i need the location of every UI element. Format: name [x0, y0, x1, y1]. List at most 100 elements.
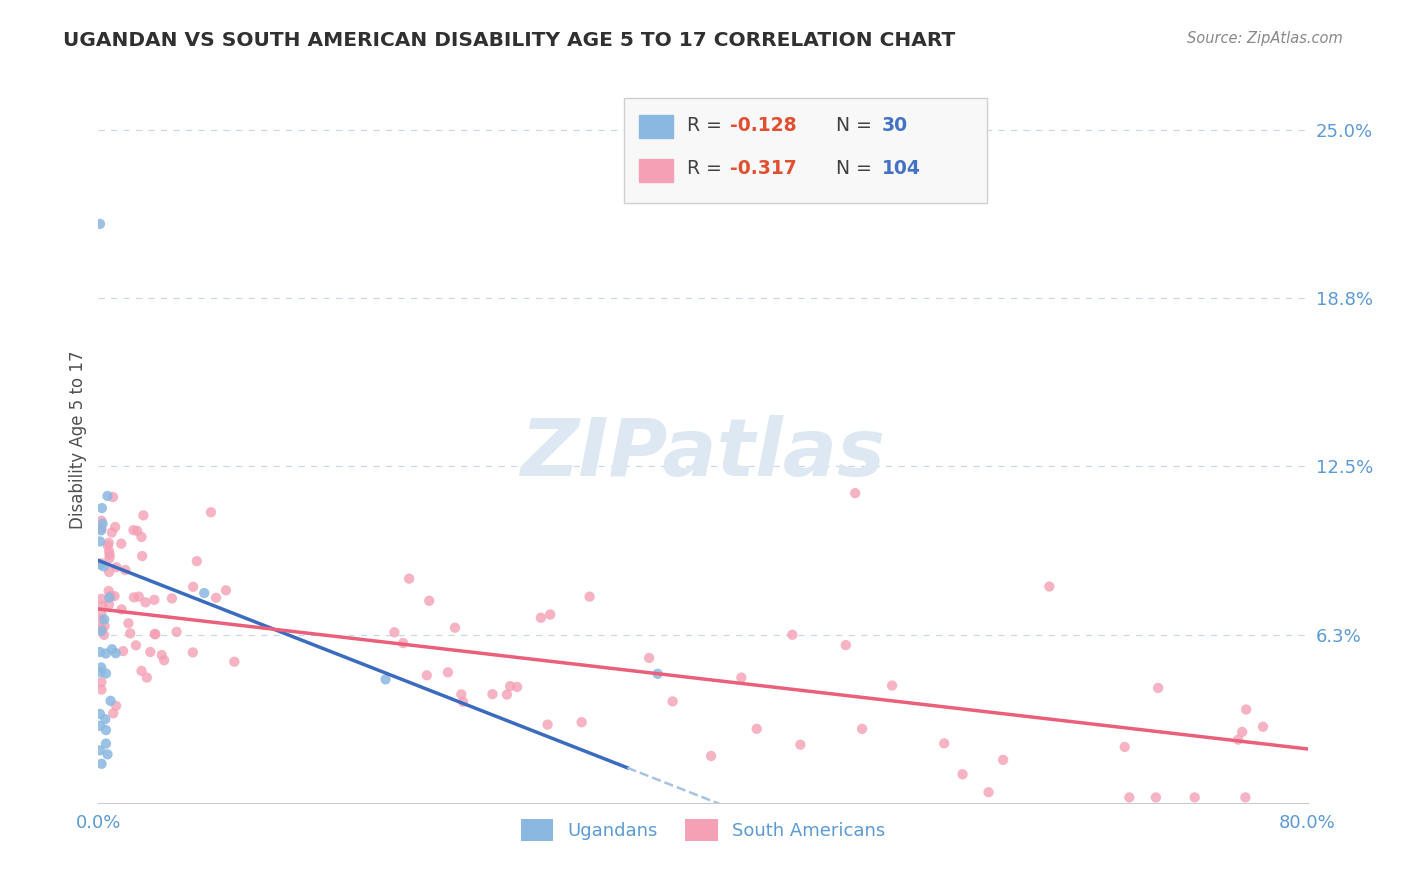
South Americans	[131, 549, 153, 563]
South Americans	[450, 687, 472, 701]
South Americans	[1251, 720, 1274, 734]
Ugandans	[94, 666, 117, 681]
South Americans	[97, 584, 120, 599]
South Americans	[782, 628, 804, 642]
South Americans	[224, 655, 246, 669]
South Americans	[416, 668, 439, 682]
South Americans	[97, 536, 120, 550]
South Americans	[700, 749, 723, 764]
South Americans	[536, 717, 558, 731]
South Americans	[143, 592, 166, 607]
South Americans	[1234, 790, 1257, 805]
South Americans	[98, 598, 121, 612]
South Americans	[166, 624, 188, 639]
Ugandans	[94, 647, 117, 661]
South Americans	[538, 607, 561, 622]
South Americans	[90, 675, 112, 690]
South Americans	[789, 738, 811, 752]
South Americans	[186, 554, 208, 568]
South Americans	[98, 548, 121, 562]
Ugandans	[374, 673, 396, 687]
South Americans	[90, 606, 112, 620]
Bar	[638, 115, 673, 138]
South Americans	[150, 648, 173, 662]
Ugandans	[89, 645, 111, 659]
Text: N =: N =	[837, 160, 877, 178]
Ugandans	[94, 712, 117, 726]
South Americans	[135, 671, 157, 685]
Ugandans	[89, 558, 111, 572]
South Americans	[127, 524, 149, 538]
Legend: Ugandans, South Americans: Ugandans, South Americans	[513, 812, 893, 848]
South Americans	[661, 694, 683, 708]
South Americans	[103, 706, 125, 721]
South Americans	[98, 551, 121, 566]
South Americans	[110, 602, 132, 616]
South Americans	[125, 638, 148, 652]
South Americans	[1184, 790, 1206, 805]
South Americans	[1147, 681, 1170, 695]
South Americans	[122, 523, 145, 537]
Ugandans	[100, 694, 122, 708]
South Americans	[131, 664, 153, 678]
South Americans	[93, 619, 115, 633]
South Americans	[114, 563, 136, 577]
South Americans	[98, 565, 121, 579]
Ugandans	[94, 723, 117, 737]
Ugandans	[96, 747, 118, 762]
FancyBboxPatch shape	[624, 97, 987, 203]
Text: R =: R =	[688, 116, 728, 135]
South Americans	[506, 680, 529, 694]
South Americans	[105, 560, 128, 574]
South Americans	[730, 671, 752, 685]
Y-axis label: Disability Age 5 to 17: Disability Age 5 to 17	[69, 350, 87, 529]
Text: ZIPatlas: ZIPatlas	[520, 415, 886, 493]
South Americans	[977, 785, 1000, 799]
Text: R =: R =	[688, 160, 728, 178]
South Americans	[103, 589, 125, 603]
South Americans	[481, 687, 503, 701]
South Americans	[101, 525, 124, 540]
South Americans	[100, 589, 122, 603]
South Americans	[91, 599, 114, 613]
South Americans	[98, 544, 121, 558]
South Americans	[499, 679, 522, 693]
South Americans	[134, 595, 156, 609]
South Americans	[97, 539, 120, 553]
Ugandans	[90, 660, 112, 674]
Text: UGANDAN VS SOUTH AMERICAN DISABILITY AGE 5 TO 17 CORRELATION CHART: UGANDAN VS SOUTH AMERICAN DISABILITY AGE…	[63, 31, 956, 50]
South Americans	[952, 767, 974, 781]
South Americans	[143, 627, 166, 641]
Bar	[638, 159, 673, 182]
Text: 104: 104	[882, 160, 921, 178]
Text: -0.317: -0.317	[730, 160, 796, 178]
South Americans	[128, 590, 150, 604]
South Americans	[451, 695, 474, 709]
South Americans	[181, 645, 204, 659]
Ugandans	[104, 646, 127, 660]
South Americans	[384, 625, 406, 640]
Ugandans	[94, 737, 117, 751]
South Americans	[90, 621, 112, 635]
Ugandans	[89, 534, 111, 549]
South Americans	[418, 594, 440, 608]
South Americans	[530, 611, 553, 625]
South Americans	[398, 572, 420, 586]
South Americans	[200, 505, 222, 519]
Ugandans	[89, 719, 111, 733]
South Americans	[851, 722, 873, 736]
South Americans	[745, 722, 768, 736]
South Americans	[105, 698, 128, 713]
Ugandans	[90, 665, 112, 679]
South Americans	[1118, 790, 1140, 805]
South Americans	[90, 682, 112, 697]
South Americans	[93, 628, 115, 642]
South Americans	[1144, 790, 1167, 805]
Text: 30: 30	[882, 116, 908, 135]
Text: -0.128: -0.128	[730, 116, 796, 135]
South Americans	[104, 520, 127, 534]
Ugandans	[93, 612, 115, 626]
South Americans	[90, 514, 112, 528]
South Americans	[181, 580, 204, 594]
South Americans	[90, 613, 112, 627]
